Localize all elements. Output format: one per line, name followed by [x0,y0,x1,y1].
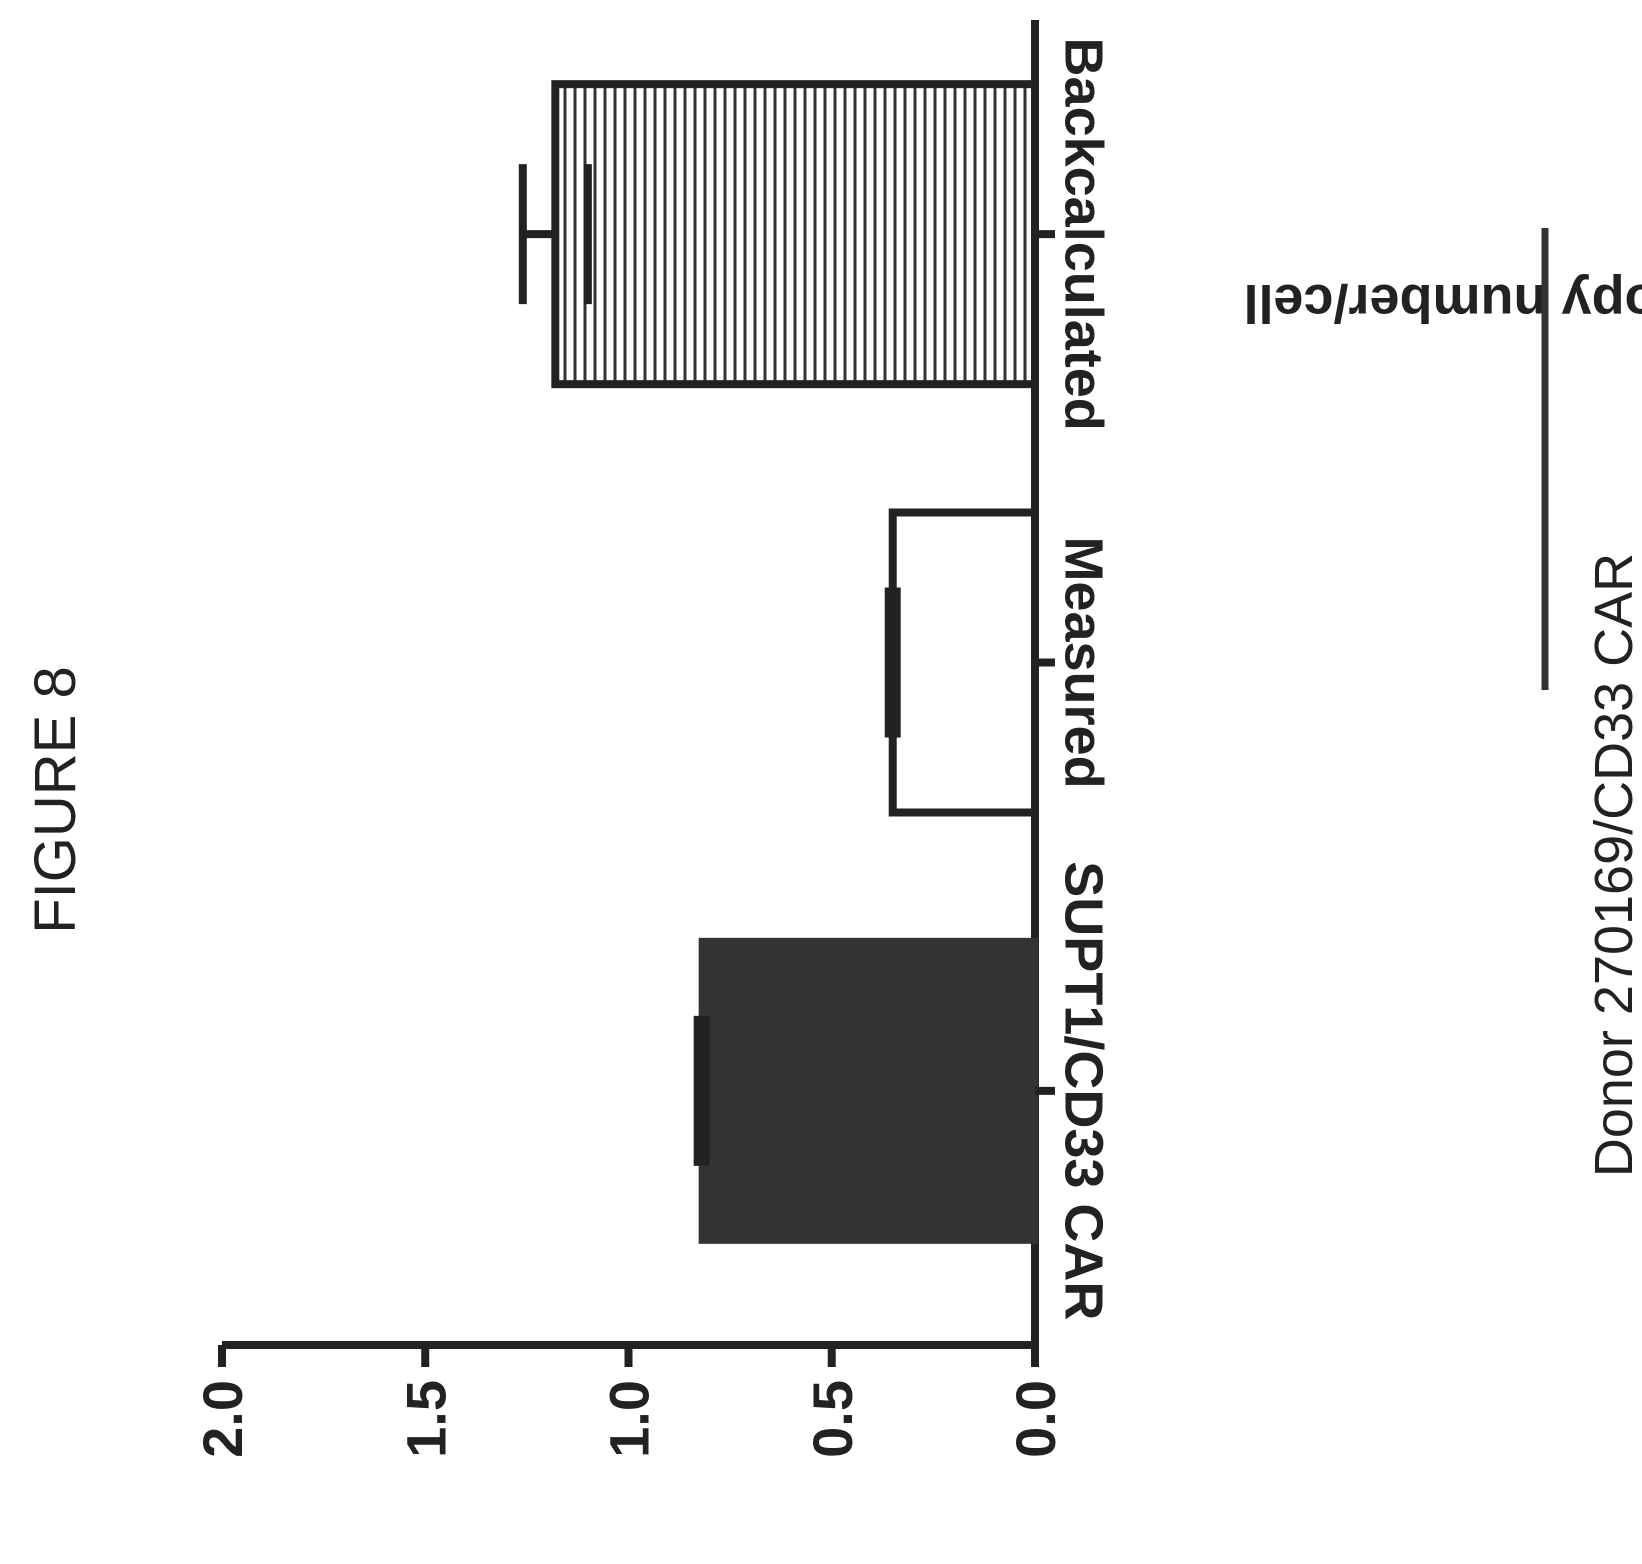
category-label-1: Measured [1054,536,1114,788]
figure-title: FIGURE 8 [23,666,88,934]
bar-1 [888,508,1039,817]
y-axis-title: Copy number/cell [1243,273,1642,333]
y-tick-label-3: 1.5 [394,1380,457,1458]
plot-area: 0.0 0.5 1.0 1.5 2.0 SUPT1/CD33 CAR Measured Bac… [191,20,1114,1458]
category-label-2: Backcalculated [1054,38,1114,431]
group-label: Donor 270169/CD33 CAR [1584,553,1642,1177]
y-tick-label-0: 0.0 [1004,1380,1067,1458]
bar-2 [551,80,1040,389]
y-tick-label-1: 0.5 [801,1380,864,1458]
y-tick-label-4: 2.0 [191,1380,254,1458]
category-label-0: SUPT1/CD33 CAR [1054,861,1114,1320]
mean-marker-1 [884,587,901,738]
y-tick-label-2: 1.0 [598,1380,661,1458]
mean-marker-0 [693,1015,710,1166]
bar-0 [698,937,1038,1244]
